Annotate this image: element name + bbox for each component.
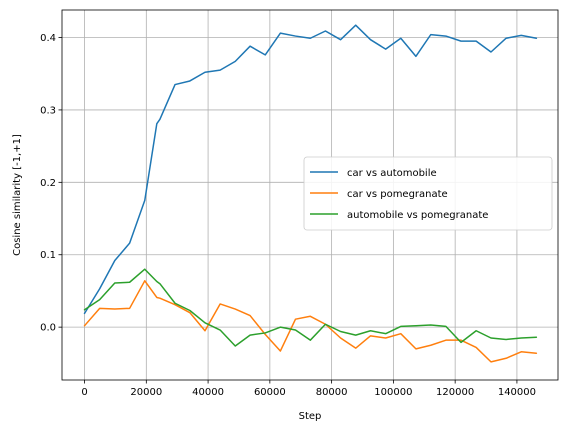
y-axis-ticks: 0.0 0.1 0.2 0.3 0.4 <box>40 33 62 334</box>
legend-box <box>303 156 553 231</box>
x-tick-label: 60000 <box>254 387 286 398</box>
x-tick-label: 100000 <box>374 387 412 398</box>
series-line-1 <box>83 24 538 315</box>
x-tick-label: 0 <box>81 387 87 398</box>
legend-entry-label: car vs pomegranate <box>347 189 448 200</box>
legend-entry-label: car vs automobile <box>347 168 437 179</box>
x-axis-ticks: 0 20000 40000 60000 80000 100000 120000 140000 <box>81 380 536 398</box>
plot-frame <box>61 9 559 381</box>
legend-entry-label: automobile vs pomegranate <box>347 210 488 221</box>
series-lines <box>83 24 538 363</box>
series-line-3 <box>83 268 538 347</box>
y-tick-label: 0.1 <box>40 250 56 261</box>
x-tick-label: 20000 <box>130 387 162 398</box>
y-tick-label: 0.3 <box>40 105 56 116</box>
x-axis-label: Step <box>299 411 322 422</box>
x-tick-label: 80000 <box>316 387 348 398</box>
y-tick-label: 0.0 <box>40 323 56 334</box>
y-axis-label: Cosine similarity [-1,+1] <box>12 134 23 256</box>
x-tick-label: 40000 <box>192 387 224 398</box>
x-tick-label: 140000 <box>498 387 536 398</box>
y-tick-label: 0.2 <box>40 178 56 189</box>
y-tick-label: 0.4 <box>40 33 56 44</box>
legend: car vs automobile car vs pomegranate autom… <box>303 156 553 231</box>
x-tick-label: 120000 <box>436 387 474 398</box>
